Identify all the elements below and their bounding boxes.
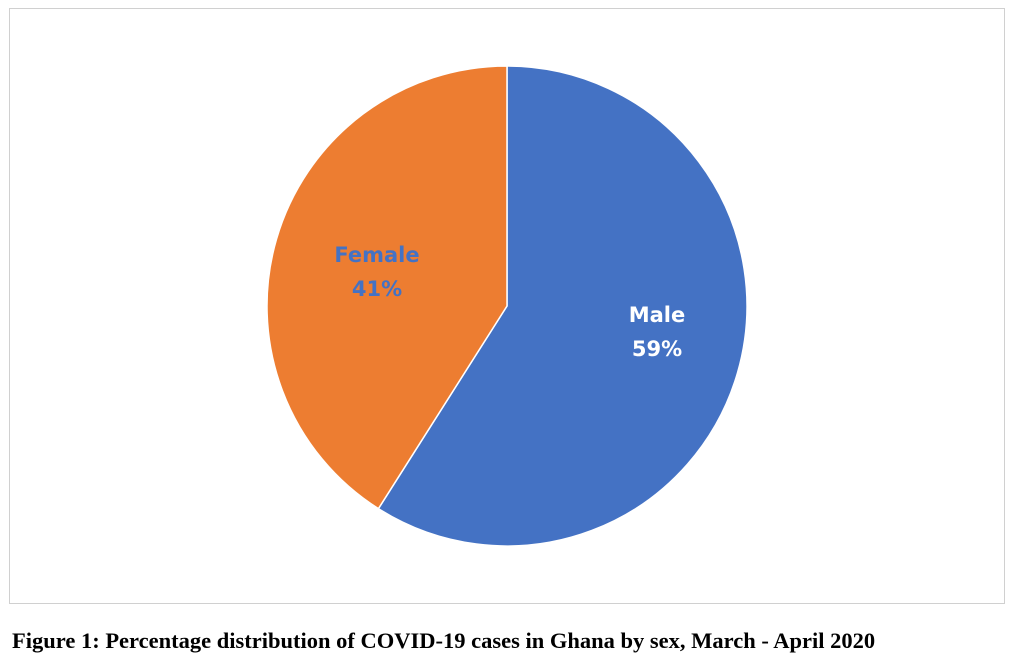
pie-slices (266, 65, 748, 547)
slice-category-label-male: Male (629, 303, 686, 327)
slice-value-label-female: 41% (352, 277, 402, 301)
slice-value-label-male: 59% (632, 337, 682, 361)
pie-chart: Male 59% Female 41% (266, 65, 748, 547)
chart-area: Male 59% Female 41% (9, 8, 1005, 604)
figure-caption: Figure 1: Percentage distribution of COV… (12, 628, 876, 653)
pie-labels: Male 59% Female 41% (334, 243, 685, 361)
pie-slice-male (377, 65, 748, 547)
slice-category-label-female: Female (334, 243, 419, 267)
pie-slice-female (266, 65, 508, 510)
